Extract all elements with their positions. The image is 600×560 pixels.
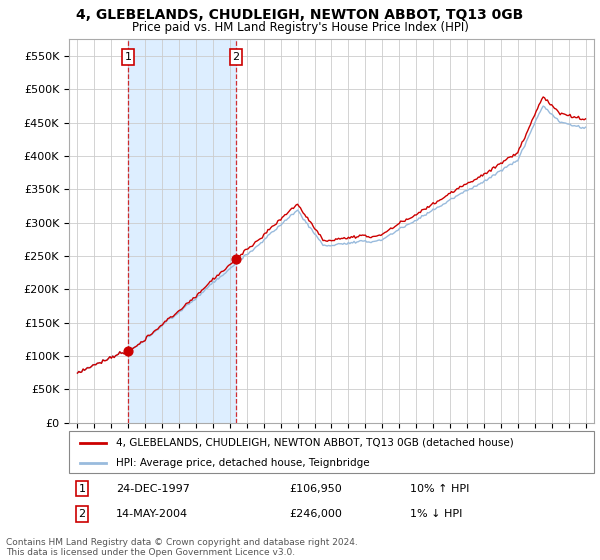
Point [123,347,133,356]
Text: £246,000: £246,000 [290,509,343,519]
Bar [128,39,236,423]
Text: 24-DEC-1997: 24-DEC-1997 [116,484,190,493]
Text: 10% ↑ HPI: 10% ↑ HPI [410,484,470,493]
Text: £106,950: £106,950 [290,484,342,493]
FancyBboxPatch shape [69,431,594,473]
Point [232,254,241,263]
Text: 1: 1 [124,52,131,62]
Text: Price paid vs. HM Land Registry's House Price Index (HPI): Price paid vs. HM Land Registry's House … [131,21,469,34]
Text: 2: 2 [79,509,86,519]
Text: 1: 1 [79,484,86,493]
Text: Contains HM Land Registry data © Crown copyright and database right 2024.
This d: Contains HM Land Registry data © Crown c… [6,538,358,557]
Text: 4, GLEBELANDS, CHUDLEIGH, NEWTON ABBOT, TQ13 0GB (detached house): 4, GLEBELANDS, CHUDLEIGH, NEWTON ABBOT, … [116,438,514,448]
Text: 1% ↓ HPI: 1% ↓ HPI [410,509,463,519]
Text: 4, GLEBELANDS, CHUDLEIGH, NEWTON ABBOT, TQ13 0GB: 4, GLEBELANDS, CHUDLEIGH, NEWTON ABBOT, … [76,8,524,22]
Text: HPI: Average price, detached house, Teignbridge: HPI: Average price, detached house, Teig… [116,458,370,468]
Text: 14-MAY-2004: 14-MAY-2004 [116,509,188,519]
Text: 2: 2 [233,52,240,62]
